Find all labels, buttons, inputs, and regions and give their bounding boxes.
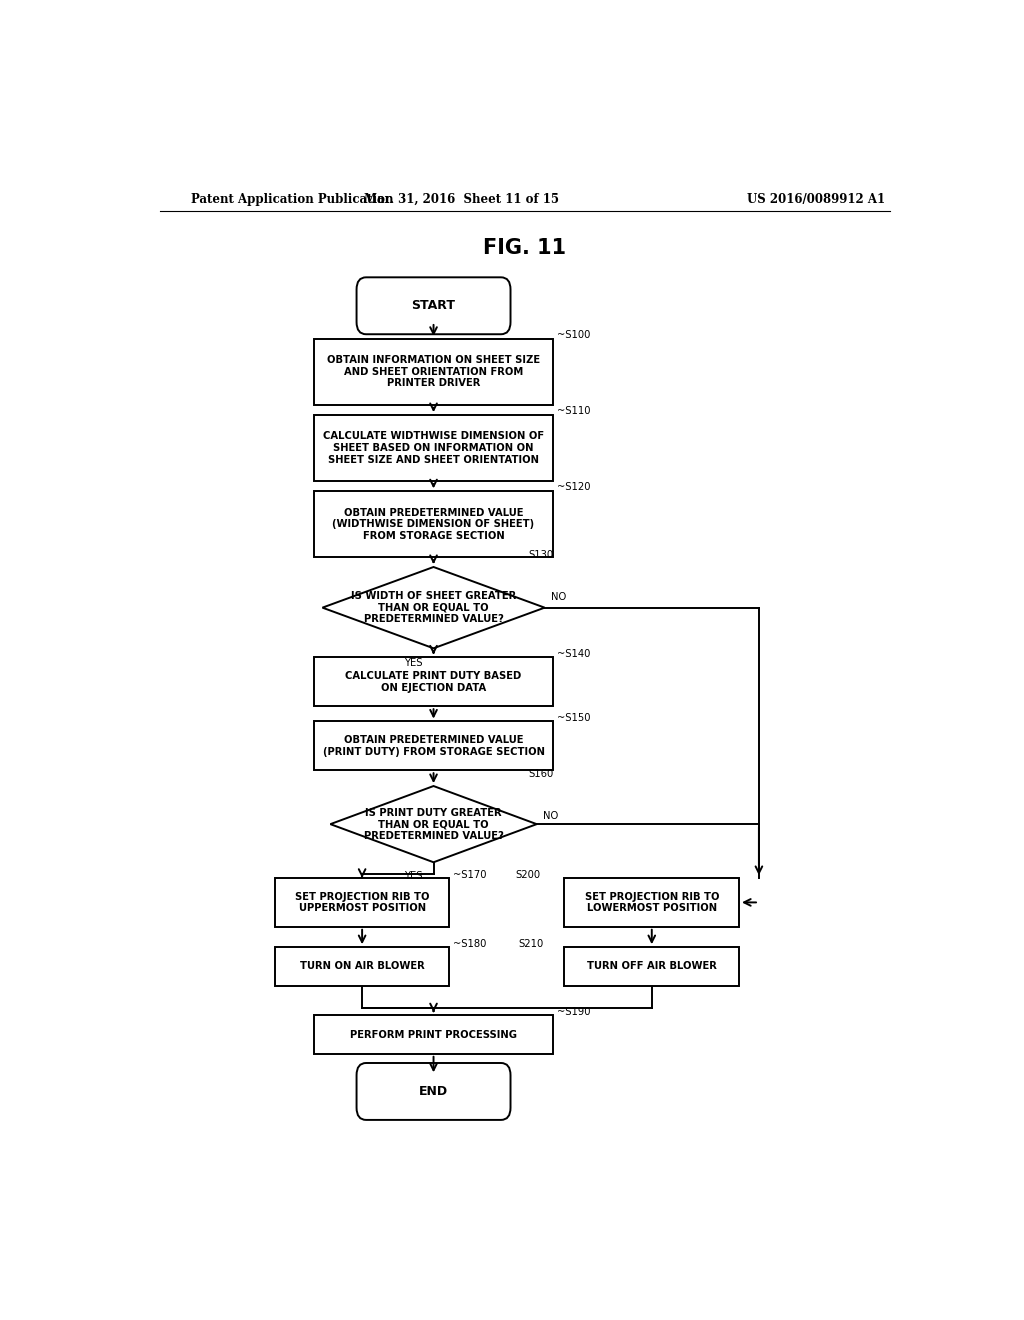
FancyBboxPatch shape xyxy=(356,277,511,334)
Text: OBTAIN PREDETERMINED VALUE
(PRINT DUTY) FROM STORAGE SECTION: OBTAIN PREDETERMINED VALUE (PRINT DUTY) … xyxy=(323,735,545,756)
FancyBboxPatch shape xyxy=(356,1063,511,1119)
Bar xyxy=(314,657,553,706)
Text: ~S120: ~S120 xyxy=(557,482,590,492)
Text: YES: YES xyxy=(404,871,423,882)
Bar xyxy=(314,414,553,480)
Text: TURN ON AIR BLOWER: TURN ON AIR BLOWER xyxy=(300,961,425,972)
Bar xyxy=(314,491,553,557)
Text: START: START xyxy=(412,300,456,313)
Text: ~S140: ~S140 xyxy=(557,649,590,660)
Text: ~S100: ~S100 xyxy=(557,330,590,339)
Text: US 2016/0089912 A1: US 2016/0089912 A1 xyxy=(748,193,885,206)
Text: IS PRINT DUTY GREATER
THAN OR EQUAL TO
PREDETERMINED VALUE?: IS PRINT DUTY GREATER THAN OR EQUAL TO P… xyxy=(364,808,504,841)
Polygon shape xyxy=(323,568,545,648)
Text: CALCULATE PRINT DUTY BASED
ON EJECTION DATA: CALCULATE PRINT DUTY BASED ON EJECTION D… xyxy=(345,671,521,693)
Bar xyxy=(274,878,450,927)
Bar xyxy=(314,339,553,405)
Text: ~S170: ~S170 xyxy=(454,870,486,880)
Text: PERFORM PRINT PROCESSING: PERFORM PRINT PROCESSING xyxy=(350,1030,517,1040)
Text: IS WIDTH OF SHEET GREATER
THAN OR EQUAL TO
PREDETERMINED VALUE?: IS WIDTH OF SHEET GREATER THAN OR EQUAL … xyxy=(351,591,516,624)
Text: CALCULATE WIDTHWISE DIMENSION OF
SHEET BASED ON INFORMATION ON
SHEET SIZE AND SH: CALCULATE WIDTHWISE DIMENSION OF SHEET B… xyxy=(323,432,544,465)
Text: S200: S200 xyxy=(515,870,541,880)
Text: ~S190: ~S190 xyxy=(557,1007,590,1018)
Text: SET PROJECTION RIB TO
UPPERMOST POSITION: SET PROJECTION RIB TO UPPERMOST POSITION xyxy=(295,891,429,913)
Text: TURN OFF AIR BLOWER: TURN OFF AIR BLOWER xyxy=(587,961,717,972)
Bar xyxy=(564,948,739,986)
Text: FIG. 11: FIG. 11 xyxy=(483,238,566,257)
Text: S160: S160 xyxy=(528,768,554,779)
Polygon shape xyxy=(331,785,537,862)
Text: Patent Application Publication: Patent Application Publication xyxy=(191,193,394,206)
Text: Mar. 31, 2016  Sheet 11 of 15: Mar. 31, 2016 Sheet 11 of 15 xyxy=(364,193,559,206)
Text: ~S150: ~S150 xyxy=(557,713,590,723)
Bar xyxy=(564,878,739,927)
Text: S210: S210 xyxy=(518,939,544,949)
Bar xyxy=(274,948,450,986)
Text: SET PROJECTION RIB TO
LOWERMOST POSITION: SET PROJECTION RIB TO LOWERMOST POSITION xyxy=(585,891,719,913)
Text: NO: NO xyxy=(551,593,566,602)
Text: OBTAIN PREDETERMINED VALUE
(WIDTHWISE DIMENSION OF SHEET)
FROM STORAGE SECTION: OBTAIN PREDETERMINED VALUE (WIDTHWISE DI… xyxy=(333,508,535,541)
Text: YES: YES xyxy=(404,657,423,668)
Text: ~S180: ~S180 xyxy=(454,939,486,949)
Text: S130: S130 xyxy=(528,550,554,560)
Bar xyxy=(314,722,553,771)
Text: ~S110: ~S110 xyxy=(557,407,590,416)
Bar xyxy=(314,1015,553,1053)
Text: END: END xyxy=(419,1085,449,1098)
Text: NO: NO xyxy=(543,810,558,821)
Text: OBTAIN INFORMATION ON SHEET SIZE
AND SHEET ORIENTATION FROM
PRINTER DRIVER: OBTAIN INFORMATION ON SHEET SIZE AND SHE… xyxy=(327,355,540,388)
